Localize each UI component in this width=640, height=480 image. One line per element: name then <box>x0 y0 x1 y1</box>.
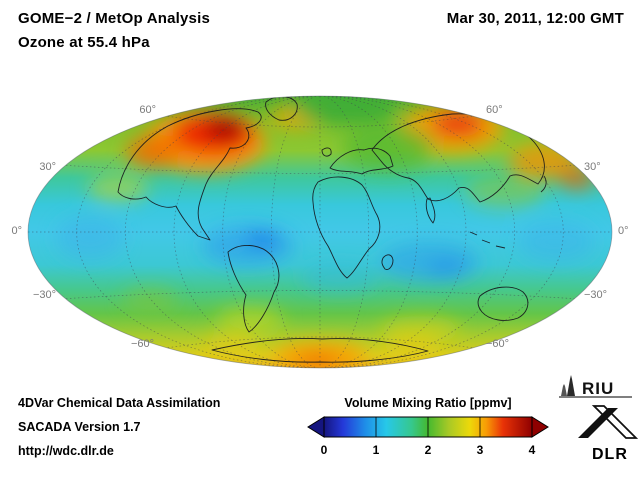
riu-spire-icon <box>567 375 575 396</box>
colorbar-title: Volume Mixing Ratio [ppmv] <box>344 396 512 410</box>
lat-label-30s-right: −30° <box>584 289 608 301</box>
colorbar-tick-4: 4 <box>528 443 536 457</box>
colorbar-tick-1: 1 <box>372 443 380 457</box>
riu-tower-icon <box>561 384 567 396</box>
lat-label-30n-left: 30° <box>39 161 56 173</box>
lat-label-60n-right: 60° <box>486 104 503 116</box>
coastlines <box>117 96 547 363</box>
dlr-emblem-solid-band <box>578 408 618 438</box>
colorbar-left-arrow <box>307 416 325 438</box>
lat-label-60s-right: −60° <box>486 338 510 350</box>
graticule <box>28 96 612 368</box>
dlr-logo-emblem <box>578 405 638 439</box>
analysis-title: GOME−2 / MetOp Analysis <box>18 10 211 27</box>
riu-logo: RIU <box>559 375 632 398</box>
ozone-field-anomalies <box>56 96 595 368</box>
lat-label-60n-left: 60° <box>139 104 156 116</box>
footer-version-line: SACADA Version 1.7 <box>18 420 141 434</box>
lat-label-eq-left: 0° <box>11 225 22 237</box>
dlr-logo-text: DLR <box>592 446 628 463</box>
colorbar-tick-3: 3 <box>476 443 484 457</box>
colorbar <box>307 416 549 438</box>
riu-logo-text: RIU <box>582 379 614 398</box>
analysis-subtitle: Ozone at 55.4 hPa <box>18 34 150 51</box>
footer-url: http://wdc.dlr.de <box>18 444 114 458</box>
lat-label-60s-left: −60° <box>130 338 154 350</box>
lat-label-30s-left: −30° <box>32 289 56 301</box>
colorbar-tick-2: 2 <box>424 443 432 457</box>
colorbar-tick-lines <box>375 417 481 437</box>
colorbar-right-arrow <box>531 416 549 438</box>
colorbar-tick-0: 0 <box>320 443 328 457</box>
map-outline <box>27 95 613 369</box>
lat-label-30n-right: 30° <box>584 161 601 173</box>
footer-assimilation-line: 4DVar Chemical Data Assimilation <box>18 396 221 410</box>
lat-label-eq-right: 0° <box>618 225 629 237</box>
analysis-datetime: Mar 30, 2011, 12:00 GMT <box>446 10 624 27</box>
